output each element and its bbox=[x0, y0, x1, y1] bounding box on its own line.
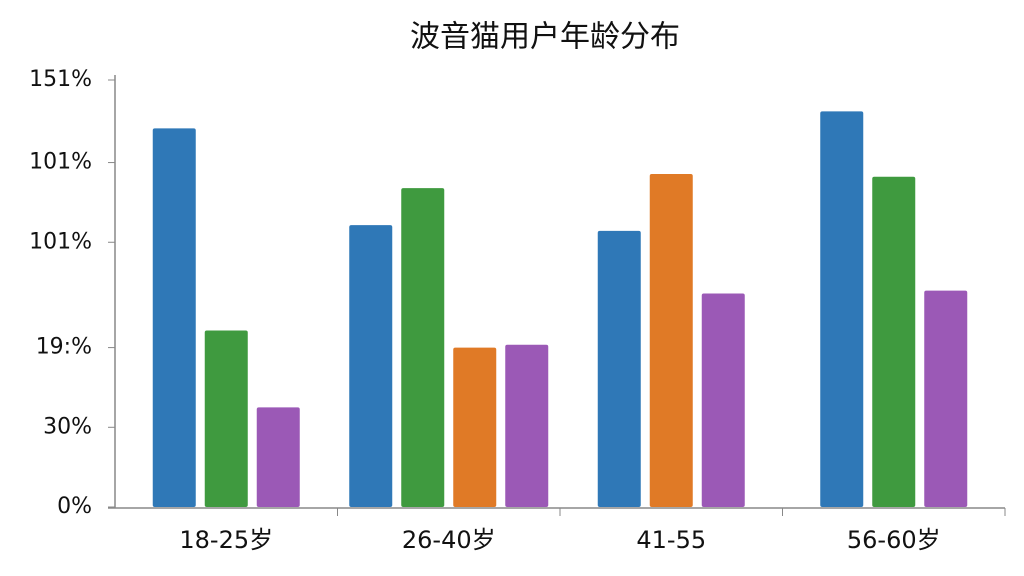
bar bbox=[701, 293, 745, 507]
x-tick-label: 18-25岁 bbox=[179, 526, 273, 554]
bar bbox=[597, 230, 641, 507]
bar bbox=[256, 407, 300, 507]
bar bbox=[924, 290, 968, 507]
bar bbox=[505, 344, 549, 507]
y-tick-label: 101% bbox=[29, 150, 92, 175]
bar bbox=[872, 176, 916, 507]
bar bbox=[453, 347, 497, 507]
x-tick-label: 41-55 bbox=[636, 526, 706, 554]
y-tick-label: 101% bbox=[29, 229, 92, 254]
bar bbox=[649, 173, 693, 507]
y-tick-label: 30% bbox=[43, 414, 92, 439]
bar bbox=[820, 111, 864, 508]
chart-title: 波音猫用户年龄分布 bbox=[410, 20, 680, 55]
x-tick-label: 26-40岁 bbox=[402, 526, 496, 554]
y-tick-label: 19:% bbox=[36, 335, 92, 360]
bar bbox=[152, 128, 196, 508]
bar bbox=[204, 330, 248, 507]
bar bbox=[401, 188, 445, 507]
bar bbox=[349, 225, 393, 507]
y-tick-label: 0% bbox=[57, 494, 92, 519]
x-tick-label: 56-60岁 bbox=[847, 526, 941, 554]
y-tick-label: 151% bbox=[29, 67, 92, 92]
